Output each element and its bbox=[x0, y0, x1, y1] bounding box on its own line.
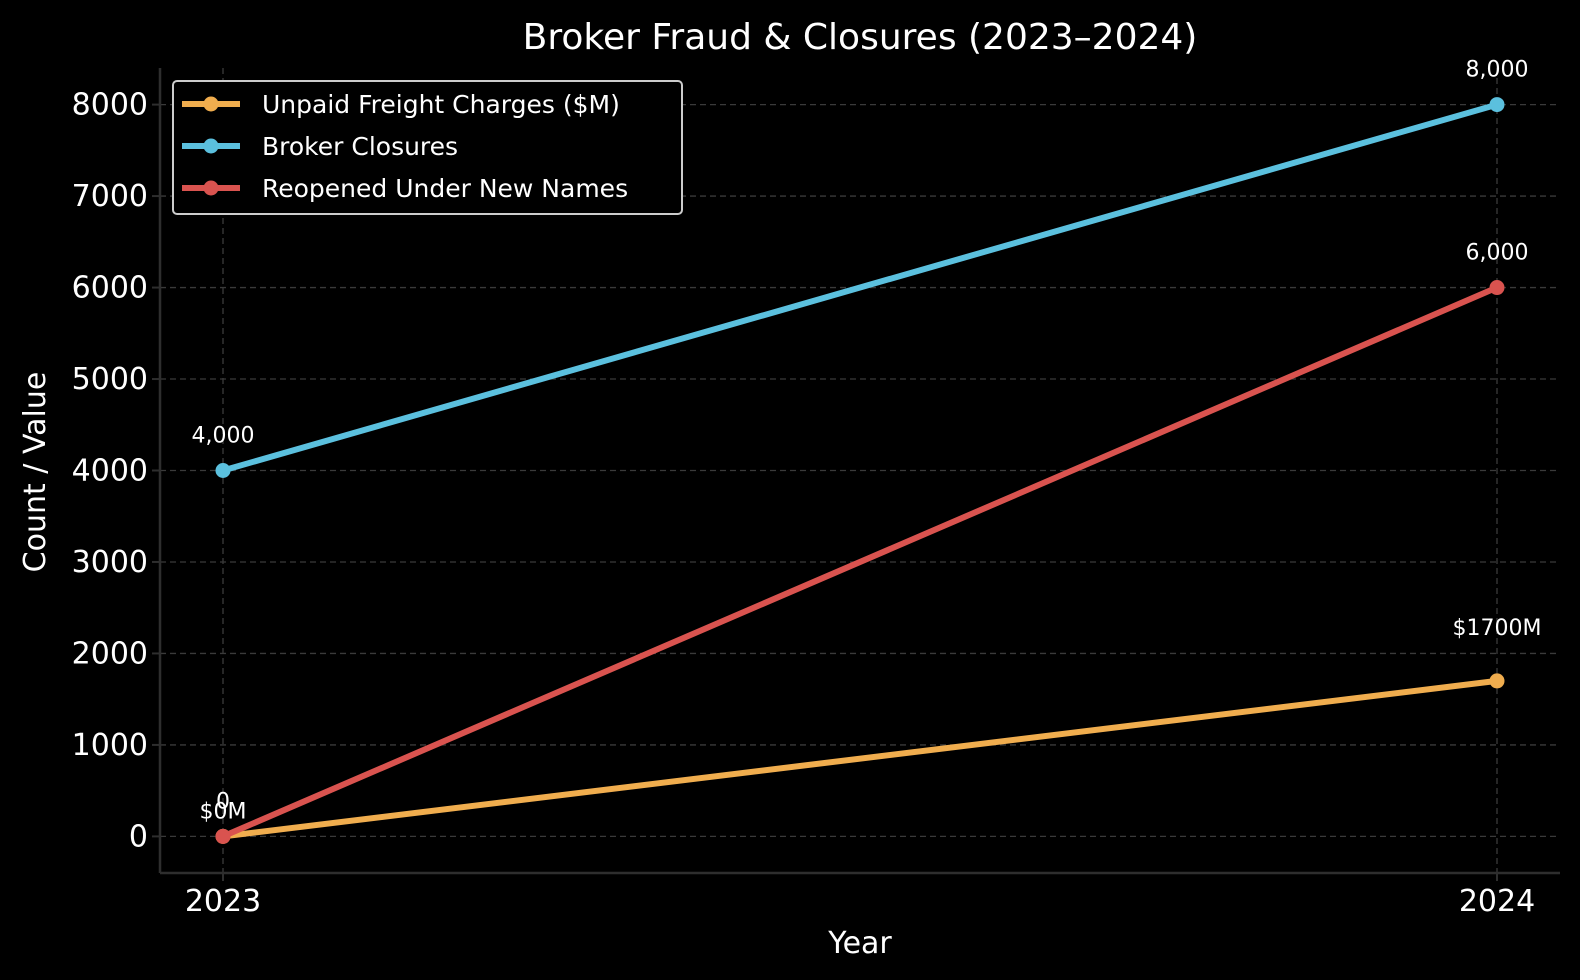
data-label-broker-closures: 4,000 bbox=[192, 424, 255, 449]
data-label-broker-closures: 8,000 bbox=[1466, 58, 1529, 83]
data-point-reopened-under-new-names bbox=[215, 828, 231, 844]
y-tick-label: 0 bbox=[129, 819, 148, 854]
legend-box bbox=[172, 80, 683, 215]
y-tick-label: 8000 bbox=[72, 88, 148, 123]
legend-marker-broker-closures bbox=[203, 138, 219, 154]
y-tick-label: 2000 bbox=[72, 636, 148, 671]
y-tick-label: 1000 bbox=[72, 728, 148, 763]
x-tick-label: 2023 bbox=[185, 884, 261, 919]
data-point-broker-closures bbox=[215, 463, 231, 478]
y-tick-label: 4000 bbox=[72, 454, 148, 489]
y-tick-label: 7000 bbox=[72, 179, 148, 214]
y-axis-label: Count / Value bbox=[18, 372, 53, 573]
chart-title: Broker Fraud & Closures (2023–2024) bbox=[523, 17, 1198, 58]
data-point-broker-closures bbox=[1489, 97, 1505, 113]
legend: Unpaid Freight Charges ($M) Broker Closur… bbox=[172, 80, 683, 215]
series-line-broker-closures bbox=[220, 101, 1500, 474]
data-label-unpaid-freight-charges-m: $1700M bbox=[1453, 616, 1542, 641]
data-point-unpaid-freight-charges-m bbox=[1489, 673, 1505, 689]
legend-label-unpaid-freight-charges-m: Unpaid Freight Charges ($M) bbox=[262, 90, 620, 119]
y-tick-label: 3000 bbox=[72, 545, 148, 580]
x-tick-label: 2024 bbox=[1459, 884, 1535, 919]
legend-marker-unpaid-freight-charges-m bbox=[203, 96, 219, 112]
data-point-reopened-under-new-names bbox=[1489, 280, 1505, 296]
y-tick-label: 5000 bbox=[72, 362, 148, 397]
data-label-unpaid-freight-charges-m: $0M bbox=[200, 799, 247, 824]
x-axis-label: Year bbox=[827, 926, 892, 961]
legend-marker-reopened-under-new-names bbox=[203, 180, 219, 196]
y-tick-label: 6000 bbox=[72, 271, 148, 306]
plot-area bbox=[215, 97, 1505, 844]
legend-label-reopened-under-new-names: Reopened Under New Names bbox=[262, 174, 628, 203]
data-label-reopened-under-new-names: 0 bbox=[216, 789, 230, 814]
data-labels: $0M $1700M 4,000 8,000 0 6,000 bbox=[192, 58, 1542, 825]
series-line-reopened-under-new-names bbox=[220, 284, 1500, 840]
series-line-unpaid-freight-charges-m bbox=[220, 677, 1500, 840]
axes: 0 1000 2000 3000 4000 5000 6000 7000 8000 2023 202… bbox=[72, 68, 1560, 919]
legend-label-broker-closures: Broker Closures bbox=[262, 132, 458, 161]
data-label-reopened-under-new-names: 6,000 bbox=[1466, 241, 1529, 266]
